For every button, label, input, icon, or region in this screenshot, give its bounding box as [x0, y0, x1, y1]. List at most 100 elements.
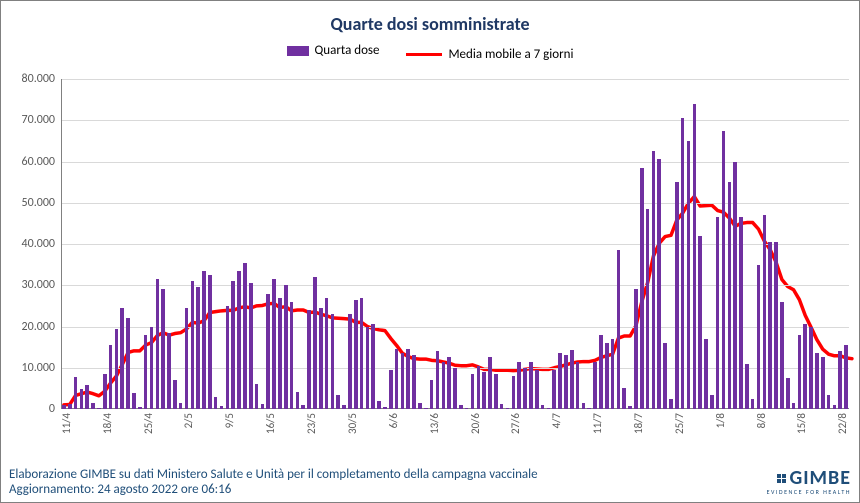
bar [185, 308, 189, 409]
bar [710, 395, 714, 409]
legend-item-line: Media mobile a 7 giorni [406, 47, 573, 62]
plot-area: 010.00020.00030.00040.00050.00060.00070.… [61, 79, 849, 409]
bar [512, 376, 516, 409]
bar [109, 345, 113, 409]
bar [80, 389, 84, 409]
bar [547, 408, 551, 409]
bar [418, 403, 422, 409]
bar [237, 271, 241, 409]
bar [249, 283, 253, 409]
bar [126, 318, 130, 409]
bar [570, 350, 574, 409]
bar [342, 405, 346, 409]
x-tick-label: 11/4 [60, 413, 73, 434]
bar [838, 351, 842, 409]
x-tick-label: 20/6 [469, 413, 482, 434]
bar [120, 308, 124, 409]
bar [622, 388, 626, 409]
legend-label-bar: Quarta dose [315, 43, 380, 58]
bar [587, 408, 591, 409]
x-tick-label: 25/7 [673, 413, 686, 434]
logo-sub: EVIDENCE FOR HEALTH [767, 488, 851, 496]
bar [301, 405, 305, 409]
bar [681, 118, 685, 409]
bar [728, 182, 732, 409]
bar [348, 314, 352, 409]
bar [722, 131, 726, 409]
bar [389, 370, 393, 409]
bar [780, 302, 784, 409]
y-axis [61, 79, 62, 409]
bar [261, 404, 265, 409]
bar [447, 357, 451, 409]
bar [634, 289, 638, 409]
bar [161, 289, 165, 409]
bar [62, 405, 66, 409]
bar [220, 406, 224, 409]
legend-item-bar: Quarta dose [287, 43, 380, 58]
x-tick-label: 8/8 [755, 413, 768, 428]
y-tick-label: 40.000 [22, 237, 55, 251]
bar [693, 104, 697, 409]
bar [482, 372, 486, 409]
bar [214, 397, 218, 409]
bar [138, 407, 142, 409]
x-tick-label: 13/6 [428, 413, 441, 434]
bar [91, 403, 95, 409]
bar [657, 159, 661, 409]
logo: GIMBE EVIDENCE FOR HEALTH [767, 466, 851, 496]
bar [319, 308, 323, 409]
bar [704, 339, 708, 409]
bar [687, 141, 691, 409]
bar [833, 405, 837, 409]
bar [669, 399, 673, 409]
bar [564, 355, 568, 409]
bar [68, 404, 72, 409]
bar [798, 335, 802, 409]
bar [552, 370, 556, 409]
x-tick-label: 30/5 [346, 413, 359, 434]
bar [523, 368, 527, 409]
bar [202, 271, 206, 409]
bar [751, 399, 755, 409]
bar [296, 392, 300, 409]
bar [179, 403, 183, 409]
bar [307, 310, 311, 409]
bar [646, 209, 650, 409]
bar [716, 217, 720, 409]
bar [465, 408, 469, 409]
bar [640, 168, 644, 409]
bar [97, 408, 101, 409]
bar [278, 298, 282, 409]
bar [733, 162, 737, 410]
bar [576, 362, 580, 409]
y-tick-label: 0 [49, 402, 55, 416]
bar [395, 349, 399, 409]
bar [774, 242, 778, 409]
bar [768, 242, 772, 409]
bar [529, 362, 533, 409]
bar [599, 335, 603, 409]
bar [313, 277, 317, 409]
y-tick-label: 10.000 [22, 361, 55, 375]
gridline [61, 120, 849, 121]
bar [430, 380, 434, 409]
bar [453, 368, 457, 409]
logo-text: GIMBE [789, 466, 851, 490]
x-tick-label: 6/6 [387, 413, 400, 428]
bar [336, 395, 340, 409]
bar [383, 407, 387, 409]
legend-swatch-bar [287, 46, 309, 56]
bar [628, 406, 632, 409]
x-tick-label: 9/5 [223, 413, 236, 428]
x-tick-label: 18/7 [632, 413, 645, 434]
bar [412, 355, 416, 409]
bar [366, 327, 370, 410]
bar [424, 408, 428, 409]
footer-updated: Aggiornamento: 24 agosto 2022 ore 06:16 [9, 482, 538, 498]
bar [442, 362, 446, 409]
bar [792, 403, 796, 409]
bar [582, 403, 586, 409]
bar [255, 384, 259, 409]
logo-main: GIMBE [767, 466, 851, 490]
